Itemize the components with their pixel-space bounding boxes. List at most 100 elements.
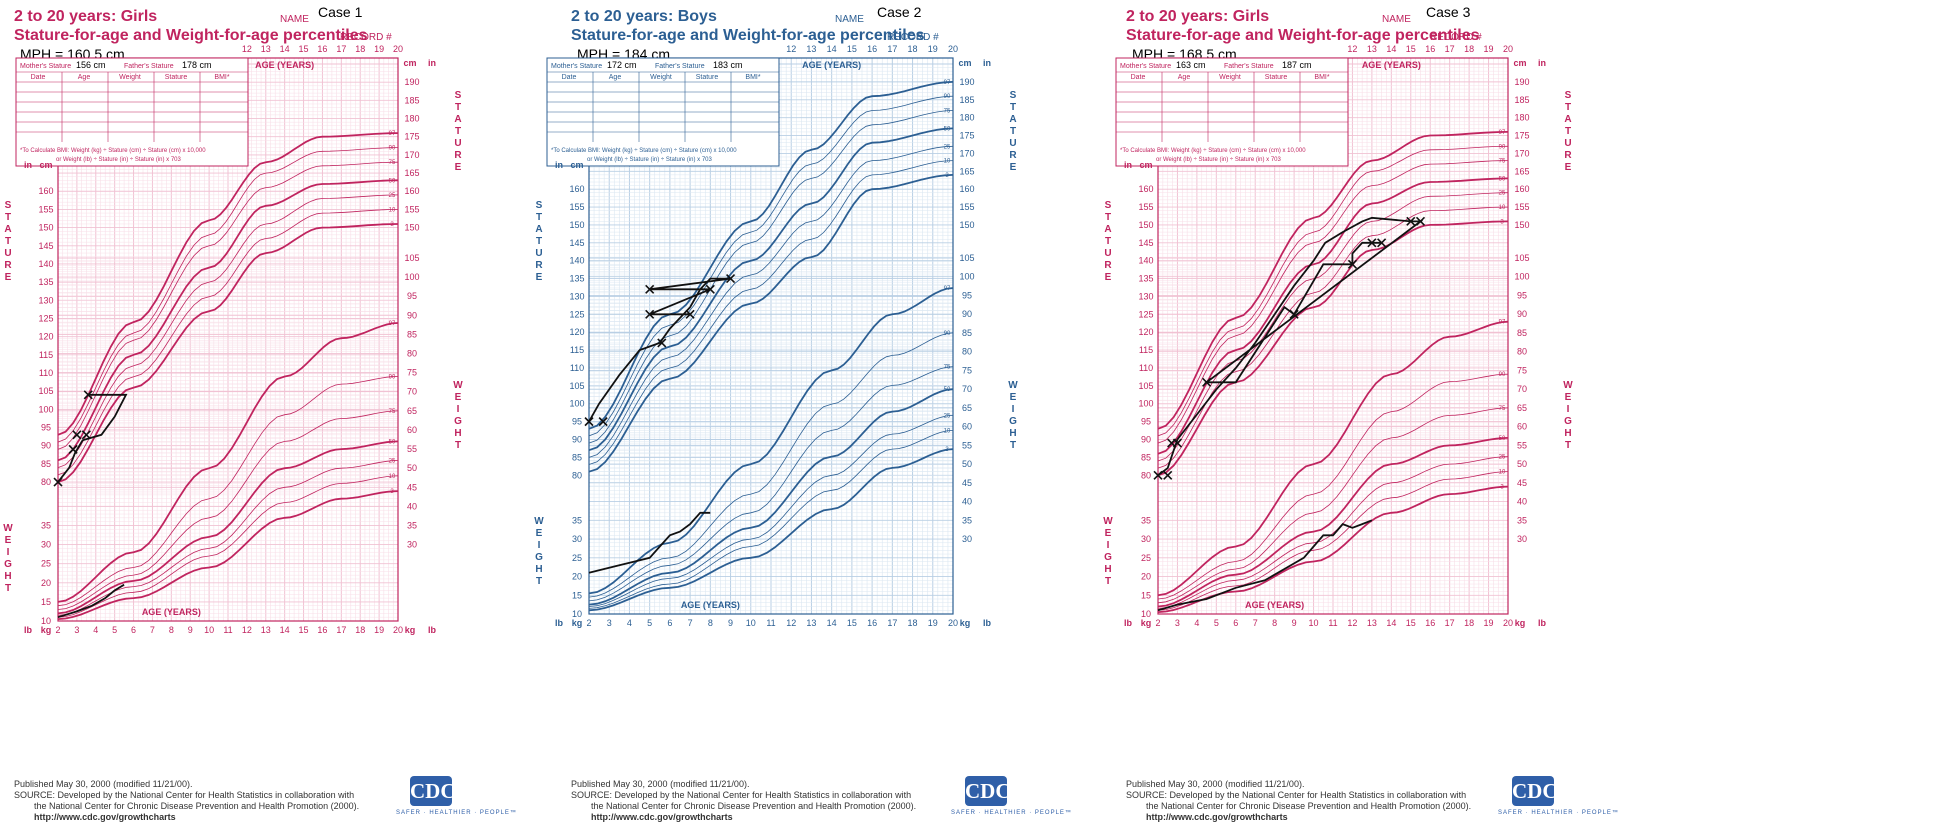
stature-tick-left: 115: [39, 350, 53, 360]
table-column-header: BMI*: [745, 74, 760, 81]
bottom-age-tick: 11: [223, 625, 232, 635]
axis-word-letter: T: [1105, 236, 1111, 247]
weight-tick-right: 35: [1517, 515, 1527, 525]
stature-tick-left: 80: [1141, 470, 1151, 480]
axis-word-letter: E: [5, 272, 12, 283]
weight-tick-right: 70: [407, 387, 417, 397]
stature-percentile-10: [57, 209, 399, 476]
cdc-url-link[interactable]: http://www.cdc.gov/growthcharts: [591, 812, 733, 822]
bottom-age-tick: 13: [1367, 618, 1377, 628]
axis-word-letter: T: [455, 440, 461, 451]
stature-percentile-label: 97: [389, 131, 396, 137]
patient-x-marker: [53, 477, 63, 487]
source-text-1: SOURCE: Developed by the National Center…: [14, 790, 355, 800]
axis-word-letter: T: [536, 576, 542, 587]
weight-tick-right: 80: [407, 349, 417, 359]
cdc-url-link[interactable]: http://www.cdc.gov/growthcharts: [1146, 812, 1288, 822]
top-age-tick: 14: [827, 44, 837, 54]
stature-tick-right: 185: [1514, 95, 1529, 105]
stature-tick-right: 175: [1514, 131, 1529, 141]
table-column-header: Stature: [165, 74, 188, 81]
top-age-tick: 17: [887, 44, 897, 54]
axis-word-letter: T: [536, 212, 542, 223]
weight-tick-left: 20: [572, 572, 582, 582]
weight-tick-right: 65: [962, 403, 972, 413]
weight-tick-right: 55: [1517, 440, 1527, 450]
stature-tick-right: 180: [959, 113, 974, 123]
axis-word-letter: E: [455, 392, 462, 403]
stature-percentile-25: [1157, 192, 1509, 462]
name-label: NAME: [280, 14, 309, 25]
axis-word-letter: E: [1105, 528, 1112, 539]
axis-word-letter: W: [453, 380, 463, 391]
stature-tick-right: 150: [959, 220, 974, 230]
patient-x-marker: [1289, 309, 1299, 319]
axis-word-letter: E: [1565, 162, 1572, 173]
stature-tick-left: 145: [38, 241, 53, 251]
chart-title: 2 to 20 years: Girls: [1126, 8, 1270, 25]
stature-tick-right: 185: [959, 95, 974, 105]
bottom-age-tick: 9: [1292, 618, 1297, 628]
axis-word-letter: E: [1565, 392, 1572, 403]
axis-word-letter: H: [535, 564, 542, 575]
stature-tick-right: 180: [404, 114, 419, 124]
cdc-url-link[interactable]: http://www.cdc.gov/growthcharts: [34, 812, 176, 822]
growth-chart-case-2: 2 to 20 years: Boys Stature-for-age and …: [534, 0, 1071, 822]
bottom-age-tick: 8: [169, 625, 174, 635]
bottom-age-tick: 9: [728, 618, 733, 628]
axis-word-letter: U: [454, 138, 461, 149]
stature-percentile-50: [588, 127, 954, 452]
weight-percentile-label: 25: [944, 413, 951, 419]
weight-percentile-label: 97: [944, 286, 951, 292]
top-age-tick: 15: [847, 44, 857, 54]
weight-percentile-label: 10: [389, 474, 396, 480]
bottom-age-tick: 19: [928, 618, 938, 628]
stature-tick-left: 120: [1138, 327, 1153, 337]
patient-x-marker: [598, 417, 608, 427]
axis-word-letter: W: [3, 523, 13, 534]
table-column-header: Date: [31, 74, 46, 81]
age-axis-label-bottom: AGE (YEARS): [1245, 600, 1304, 610]
stature-tick-right: 155: [404, 204, 419, 214]
bottom-age-tick: 3: [607, 618, 612, 628]
bottom-age-tick: 6: [131, 625, 136, 635]
weight-tick-right: 55: [407, 444, 417, 454]
weight-tick-right: 95: [407, 291, 417, 301]
stature-tick-left: 120: [569, 327, 584, 337]
fathers-stature-label: Father's Stature: [1224, 63, 1274, 70]
bottom-age-tick: 11: [1328, 618, 1337, 628]
bottom-age-tick: 5: [647, 618, 652, 628]
cm-unit-label: cm: [403, 58, 416, 68]
age-axis-label-bottom: AGE (YEARS): [681, 600, 740, 610]
stature-tick-left: 100: [569, 399, 584, 409]
patient-x-marker: [83, 390, 93, 400]
axis-word-letter: H: [4, 571, 11, 582]
bottom-age-tick: 10: [746, 618, 756, 628]
bottom-age-tick: 14: [280, 625, 290, 635]
bottom-age-tick: 15: [1406, 618, 1416, 628]
axis-word-letter: T: [1010, 440, 1016, 451]
weight-percentile-25: [1157, 456, 1509, 609]
stature-tick-left: 120: [38, 332, 53, 342]
stature-percentile-label: 97: [944, 80, 951, 86]
top-age-tick: 12: [786, 44, 796, 54]
bottom-age-tick: 10: [1309, 618, 1319, 628]
stature-tick-left: 145: [569, 238, 584, 248]
mothers-stature-label: Mother's Stature: [1120, 63, 1171, 70]
stature-tick-right: 170: [404, 150, 419, 160]
stature-tick-left: 125: [569, 309, 584, 319]
table-column-header: BMI*: [214, 74, 229, 81]
weight-tick-right: 95: [962, 290, 972, 300]
patient-x-marker: [1163, 470, 1173, 480]
axis-word-letter: H: [1104, 564, 1111, 575]
stature-percentile-label: 75: [1499, 159, 1506, 165]
axis-word-letter: R: [1009, 150, 1017, 161]
axis-word-letter: W: [1008, 380, 1018, 391]
axis-word-letter: U: [535, 248, 542, 259]
stature-percentile-label: 90: [1499, 144, 1506, 150]
table-column-header: Weight: [650, 74, 672, 81]
bottom-age-tick: 17: [1445, 618, 1455, 628]
stature-tick-left: 110: [1139, 363, 1153, 373]
weight-percentile-label: 90: [944, 331, 951, 337]
stature-tick-left: 140: [569, 256, 584, 266]
